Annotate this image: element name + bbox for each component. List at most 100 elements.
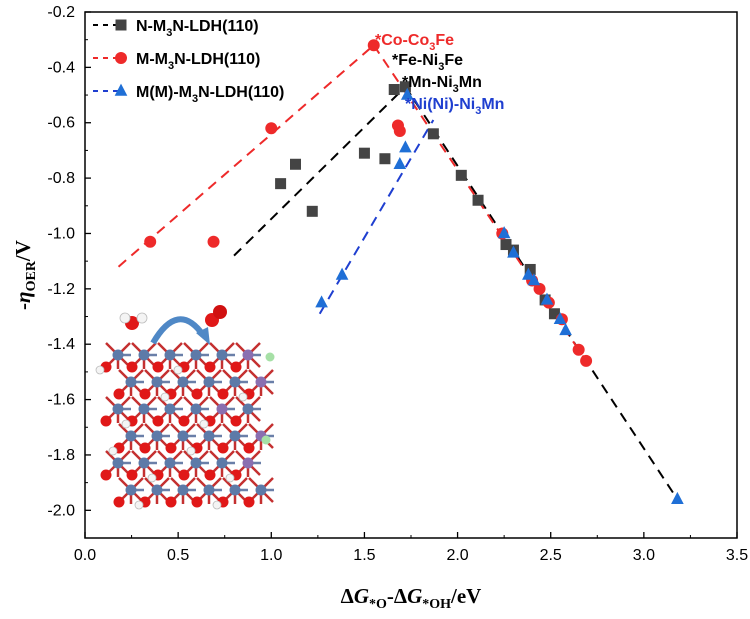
metal-atom <box>229 430 241 442</box>
metal-atom <box>229 376 241 388</box>
fit-line-fit-left <box>318 119 435 315</box>
hydrogen-atom <box>121 419 131 429</box>
hydrogen-atom <box>225 473 235 483</box>
annotation-label: *Ni(Ni)-Ni3Mn <box>405 96 504 117</box>
metal-atom <box>125 484 137 496</box>
fit-lines <box>117 44 679 500</box>
metal-atom <box>138 457 150 469</box>
metal-atom <box>112 349 124 361</box>
legend-marker <box>115 19 127 31</box>
triangle-point <box>399 140 412 153</box>
legend-label: N-M3N-LDH(110) <box>136 18 259 39</box>
triangle-point <box>671 491 684 504</box>
metal-atom <box>216 349 228 361</box>
square-point <box>275 178 287 190</box>
arrow-head-icon <box>196 327 210 345</box>
point-annotations: *Co-Co3Fe*Fe-Ni3Fe*Mn-Ni3Mn*Ni(Ni)-Ni3Mn <box>375 32 504 117</box>
square-point <box>524 263 536 275</box>
x-tick-label: 1.0 <box>260 547 282 564</box>
reaction-arrow <box>150 316 206 345</box>
metal-atom <box>229 484 241 496</box>
y-axis-title: -ηOER/V <box>11 240 39 310</box>
hydrogen-atom <box>136 312 148 324</box>
metal-atom <box>190 403 202 415</box>
metal-atom <box>164 457 176 469</box>
oxygen-atom <box>139 442 151 454</box>
oxygen-atom <box>152 415 164 427</box>
oxygen-atom <box>191 388 203 400</box>
triangle-point <box>335 267 349 280</box>
triangle-point <box>553 311 567 325</box>
circle-point <box>580 354 593 367</box>
oxygen-atom <box>139 388 151 400</box>
x-axis-ticks: 0.0 0.5 1.0 1.5 2.0 2.5 3.0 3.5 <box>74 532 748 564</box>
y-tick-label: -1.8 <box>47 447 75 464</box>
metal-atom <box>138 349 150 361</box>
oxygen-atom <box>243 442 255 454</box>
hydrogen-atom <box>119 312 131 324</box>
oxygen-atom <box>113 388 125 400</box>
y-tick-label: -1.0 <box>47 225 75 242</box>
x-tick-label: 3.5 <box>726 547 748 564</box>
square-point <box>388 84 400 96</box>
oxygen-atom <box>204 469 216 481</box>
metal-atom <box>242 457 254 469</box>
metal-atom <box>177 484 189 496</box>
circle-point <box>367 39 380 52</box>
hydrogen-atom <box>108 446 118 456</box>
data-markers <box>144 39 684 504</box>
metal-atom <box>255 484 267 496</box>
oxygen-atom <box>217 388 229 400</box>
metal-atom <box>177 430 189 442</box>
legend-marker <box>115 52 127 64</box>
metal-atom <box>203 430 215 442</box>
fit-line-fit-left <box>233 86 407 257</box>
annotation-label: *Co-Co3Fe <box>375 32 454 53</box>
metal-atom <box>203 376 215 388</box>
metal-atom <box>242 349 254 361</box>
metal-atom <box>216 403 228 415</box>
hydrogen-atom <box>134 500 144 510</box>
triangle-point <box>507 245 520 258</box>
metal-atom <box>190 457 202 469</box>
oxygen-atom <box>165 496 177 508</box>
oxygen-atom <box>126 469 138 481</box>
triangle-point <box>559 323 572 336</box>
circle-point <box>144 235 157 248</box>
circle-point <box>572 343 585 356</box>
legend-label: M(M)-M3N-LDH(110) <box>136 84 284 105</box>
square-point <box>290 158 302 170</box>
hydrogen-atom <box>147 473 157 483</box>
crystal-structure-inset <box>95 305 275 510</box>
metal-atom <box>242 403 254 415</box>
annotation-label: *Fe-Ni3Fe <box>392 52 463 73</box>
legend-marker <box>114 83 128 96</box>
metal-atom <box>125 376 137 388</box>
oxygen-atom <box>100 415 112 427</box>
metal-atom <box>125 430 137 442</box>
triangle-point <box>393 156 407 170</box>
y-tick-label: -0.2 <box>47 4 75 21</box>
metal-atom <box>255 376 267 388</box>
oxygen-atom <box>204 361 216 373</box>
square-point <box>455 169 467 181</box>
oxygen-atom <box>217 442 229 454</box>
x-tick-label: 2.0 <box>446 547 468 564</box>
circle-point <box>533 282 546 295</box>
oxygen-atom <box>126 361 138 373</box>
metal-atom <box>151 484 163 496</box>
hydrogen-atom <box>95 365 105 375</box>
y-tick-label: -0.8 <box>47 170 75 187</box>
y-tick-label: -1.6 <box>47 392 75 409</box>
y-tick-label: -1.2 <box>47 281 75 298</box>
hydrogen-atom <box>212 500 222 510</box>
metal-atom <box>190 349 202 361</box>
oxygen-atom <box>100 469 112 481</box>
x-axis-title: ΔG*O-ΔG*OH/eV <box>341 584 482 612</box>
x-tick-label: 0.5 <box>167 547 189 564</box>
halide-atom <box>265 352 275 362</box>
square-point <box>306 205 318 217</box>
oxygen-atom <box>230 415 242 427</box>
oxygen-atom <box>243 496 255 508</box>
triangle-point <box>522 267 535 280</box>
